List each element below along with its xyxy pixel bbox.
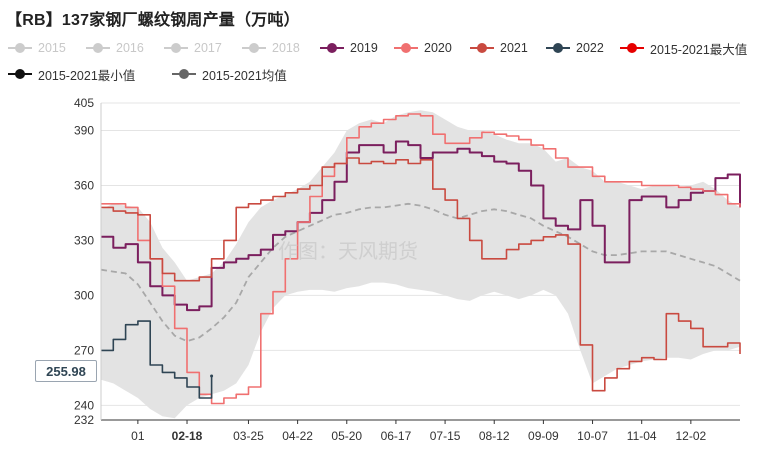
- series-line-2022[interactable]: [101, 320, 213, 399]
- legend-label: 2020: [424, 41, 452, 55]
- legend-swatch-icon: [470, 42, 494, 54]
- x-tick-label: 05-20: [331, 429, 362, 443]
- y-tick-label: 270: [74, 343, 94, 357]
- legend-item-2019[interactable]: 2019: [320, 38, 378, 58]
- legend-label: 2015-2021最小值: [38, 68, 136, 83]
- y-tick-label: 300: [74, 288, 94, 302]
- legend-item-2020[interactable]: 2020: [394, 38, 452, 58]
- legend-item-2015-2021均值[interactable]: 2015-2021均值: [172, 64, 287, 84]
- x-tick-label: 09-09: [528, 429, 559, 443]
- legend-swatch-icon: [172, 68, 196, 80]
- chart-title: 【RB】137家钢厂螺纹钢周产量（万吨）: [6, 12, 300, 29]
- y-tick-label: 240: [74, 398, 94, 412]
- y-tick-label: 330: [74, 233, 94, 247]
- last-value-label: 255.98: [35, 360, 97, 382]
- y-tick-label: 390: [74, 123, 94, 137]
- x-tick-label: 10-07: [577, 429, 608, 443]
- legend-label: 2015-2021均值: [202, 68, 287, 83]
- legend-label: 2022: [576, 41, 604, 55]
- legend-swatch-icon: [320, 42, 344, 54]
- legend-swatch-icon: [242, 42, 266, 54]
- legend-item-2021[interactable]: 2021: [470, 38, 528, 58]
- legend-item-2017[interactable]: 2017: [164, 38, 222, 58]
- x-tick-label: 02-18: [172, 429, 203, 443]
- x-tick-label: 12-02: [675, 429, 706, 443]
- legend-item-2016[interactable]: 2016: [86, 38, 144, 58]
- legend-label: 2017: [194, 41, 222, 55]
- x-tick-label: 11-04: [627, 429, 657, 443]
- legend-label: 2019: [350, 41, 378, 55]
- legend-label: 2021: [500, 41, 528, 55]
- legend-item-2022[interactable]: 2022: [546, 38, 604, 58]
- legend-label: 2015: [38, 41, 66, 55]
- x-tick-label: 07-15: [430, 429, 461, 443]
- series-line-2015-2021均值[interactable]: [100, 202, 741, 343]
- legend-swatch-icon: [620, 42, 644, 54]
- legend-swatch-icon: [8, 68, 32, 80]
- series-line-2019[interactable]: [101, 140, 741, 312]
- legend-label: 2018: [272, 41, 300, 55]
- series-line-2021[interactable]: [101, 157, 741, 392]
- legend-item-2018[interactable]: 2018: [242, 38, 300, 58]
- legend-item-2015-2021最大值[interactable]: 2015-2021最大值: [620, 38, 747, 58]
- legend-item-2015-2021最小值[interactable]: 2015-2021最小值: [8, 64, 135, 84]
- y-tick-label: 360: [74, 178, 94, 192]
- legend-label: 2016: [116, 41, 144, 55]
- x-tick-label: 03-25: [233, 429, 264, 443]
- legend-swatch-icon: [546, 42, 570, 54]
- x-tick-label: 04-22: [282, 429, 313, 443]
- legend-label: 2015-2021最大值: [650, 42, 748, 57]
- x-tick-label: 06-17: [381, 429, 412, 443]
- y-tick-label: 405: [74, 96, 94, 110]
- legend-swatch-icon: [164, 42, 188, 54]
- legend-swatch-icon: [8, 42, 32, 54]
- x-tick-label: 08-12: [479, 429, 510, 443]
- legend-item-2015[interactable]: 2015: [8, 38, 66, 58]
- watermark: 作图：天风期货: [278, 239, 418, 263]
- legend-swatch-icon: [394, 42, 418, 54]
- legend-swatch-icon: [86, 42, 110, 54]
- x-tick-label: 01: [131, 429, 145, 443]
- last-value-point: [210, 374, 214, 378]
- y-tick-label: 232: [74, 413, 94, 427]
